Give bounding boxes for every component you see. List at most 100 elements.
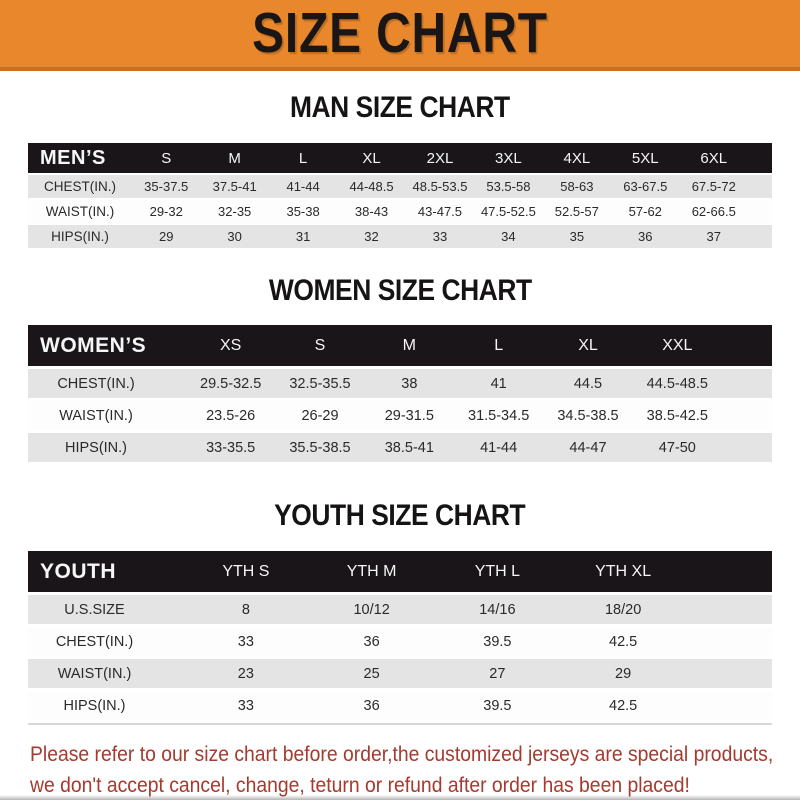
row-label: CHEST(IN.) xyxy=(28,175,132,198)
size-value: 47-50 xyxy=(632,433,722,462)
measure-row: CHEST(IN.) 33 36 39.5 42.5 xyxy=(28,627,772,656)
size-value: 33 xyxy=(183,691,309,720)
size-value: 67.5-72 xyxy=(679,175,748,198)
section-title-man: MAN SIZE CHART xyxy=(0,91,800,125)
women-size-table: WOMEN’S XS S M L XL XXL CHEST(IN.) 29.5-32.5 32.5… xyxy=(28,322,772,465)
section-title-text: YOUTH SIZE CHART xyxy=(274,499,526,532)
section-title-women: WOMEN SIZE CHART xyxy=(0,274,800,308)
size-value: 35.5-38.5 xyxy=(275,433,365,462)
measure-row: HIPS(IN.) 29 30 31 32 33 34 35 36 37 xyxy=(28,225,772,248)
column-header: S xyxy=(132,143,201,173)
size-value: 36 xyxy=(308,691,435,720)
section-man: MAN SIZE CHART MEN’S S M L XL 2XL 3XL 4XL 5XL 6XL C… xyxy=(0,91,800,250)
column-header: XS xyxy=(186,325,276,366)
header-row: MEN’S S M L XL 2XL 3XL 4XL 5XL 6XL xyxy=(28,143,772,173)
column-header: 2XL xyxy=(405,143,475,173)
row-label: WAIST(IN.) xyxy=(28,659,183,688)
column-header: XL xyxy=(543,325,633,366)
spacer-cell xyxy=(722,369,772,398)
header-row: WOMEN’S XS S M L XL XXL xyxy=(28,325,772,366)
group-label: YOUTH xyxy=(28,551,183,592)
column-header: 6XL xyxy=(679,143,748,173)
spacer-cell xyxy=(748,225,772,248)
column-header: M xyxy=(364,325,454,366)
spacer-cell xyxy=(686,627,772,656)
size-value: 10/12 xyxy=(308,595,435,624)
spacer-cell xyxy=(686,659,772,688)
spacer-cell xyxy=(748,175,772,198)
size-value: 35-37.5 xyxy=(132,175,201,198)
size-value: 25 xyxy=(308,659,435,688)
column-header: 3XL xyxy=(474,143,543,173)
size-value: 41 xyxy=(453,369,544,398)
measure-row: HIPS(IN.) 33-35.5 35.5-38.5 38.5-41 41-44 44-… xyxy=(28,433,772,462)
disclaimer-text: Please refer to our size chart before or… xyxy=(30,739,773,801)
column-header: 5XL xyxy=(611,143,680,173)
size-value: 29.5-32.5 xyxy=(186,369,276,398)
size-value: 33-35.5 xyxy=(186,433,276,462)
column-header: YTH XL xyxy=(560,551,686,592)
size-value: 30 xyxy=(200,225,269,248)
size-value: 23.5-26 xyxy=(186,401,276,430)
size-value: 52.5-57 xyxy=(542,200,612,223)
size-value: 38.5-42.5 xyxy=(632,401,722,430)
section-youth: YOUTH SIZE CHART YOUTH YTH S YTH M YTH L YTH … xyxy=(0,499,800,725)
spacer-cell xyxy=(686,691,772,720)
spacer-cell xyxy=(722,401,772,430)
size-value: 27 xyxy=(434,659,561,688)
size-value: 33 xyxy=(183,627,309,656)
size-value: 36 xyxy=(611,225,680,248)
group-label: WOMEN’S xyxy=(28,325,186,366)
size-value: 18/20 xyxy=(560,595,686,624)
row-label: CHEST(IN.) xyxy=(28,627,183,656)
row-label: CHEST(IN.) xyxy=(28,369,186,398)
spacer-cell xyxy=(748,143,772,173)
header-row: YOUTH YTH S YTH M YTH L YTH XL xyxy=(28,551,772,592)
youth-size-table: YOUTH YTH S YTH M YTH L YTH XL U.S.SIZE 8 10/12… xyxy=(28,548,772,725)
size-value: 38 xyxy=(364,369,454,398)
image-bottom-shadow xyxy=(0,795,800,800)
disclaimer: Please refer to our size chart before or… xyxy=(30,739,800,801)
size-value: 39.5 xyxy=(434,691,561,720)
row-label: WAIST(IN.) xyxy=(28,401,186,430)
size-value: 63-67.5 xyxy=(611,175,680,198)
spacer-cell xyxy=(722,325,772,366)
section-title-youth: YOUTH SIZE CHART xyxy=(0,499,800,533)
size-value: 32-35 xyxy=(200,200,269,223)
size-value: 37 xyxy=(679,225,748,248)
size-value: 44-48.5 xyxy=(337,175,406,198)
size-value: 29 xyxy=(560,659,686,688)
column-header: S xyxy=(275,325,365,366)
size-value: 38-43 xyxy=(337,200,406,223)
size-value: 44.5 xyxy=(543,369,633,398)
column-header: YTH M xyxy=(308,551,435,592)
size-value: 32 xyxy=(337,225,406,248)
size-value: 41-44 xyxy=(268,175,338,198)
column-header: YTH L xyxy=(434,551,561,592)
column-header: YTH S xyxy=(183,551,309,592)
column-header: 4XL xyxy=(542,143,612,173)
group-label: MEN’S xyxy=(28,143,132,173)
column-header: L xyxy=(268,143,338,173)
size-value: 58-63 xyxy=(542,175,612,198)
size-value: 42.5 xyxy=(560,627,686,656)
row-label: HIPS(IN.) xyxy=(28,691,183,720)
measure-row: CHEST(IN.) 29.5-32.5 32.5-35.5 38 41 44.5 44.5… xyxy=(28,369,772,398)
size-value: 29 xyxy=(132,225,201,248)
size-value: 44.5-48.5 xyxy=(632,369,722,398)
measure-row: WAIST(IN.) 29-32 32-35 35-38 38-43 43-47.5 47.… xyxy=(28,200,772,223)
size-value: 14/16 xyxy=(434,595,561,624)
size-value: 32.5-35.5 xyxy=(275,369,365,398)
row-label: U.S.SIZE xyxy=(28,595,183,624)
section-title-text: WOMEN SIZE CHART xyxy=(268,274,532,307)
size-value: 62-66.5 xyxy=(679,200,748,223)
size-value: 38.5-41 xyxy=(364,433,454,462)
size-value: 44-47 xyxy=(543,433,633,462)
spacer-cell xyxy=(686,595,772,624)
measure-row: U.S.SIZE 8 10/12 14/16 18/20 xyxy=(28,595,772,624)
size-value: 35 xyxy=(542,225,612,248)
size-value: 42.5 xyxy=(560,691,686,720)
measure-row: WAIST(IN.) 23.5-26 26-29 29-31.5 31.5-34.5 34… xyxy=(28,401,772,430)
sections: MAN SIZE CHART MEN’S S M L XL 2XL 3XL 4XL 5XL 6XL C… xyxy=(0,91,800,725)
